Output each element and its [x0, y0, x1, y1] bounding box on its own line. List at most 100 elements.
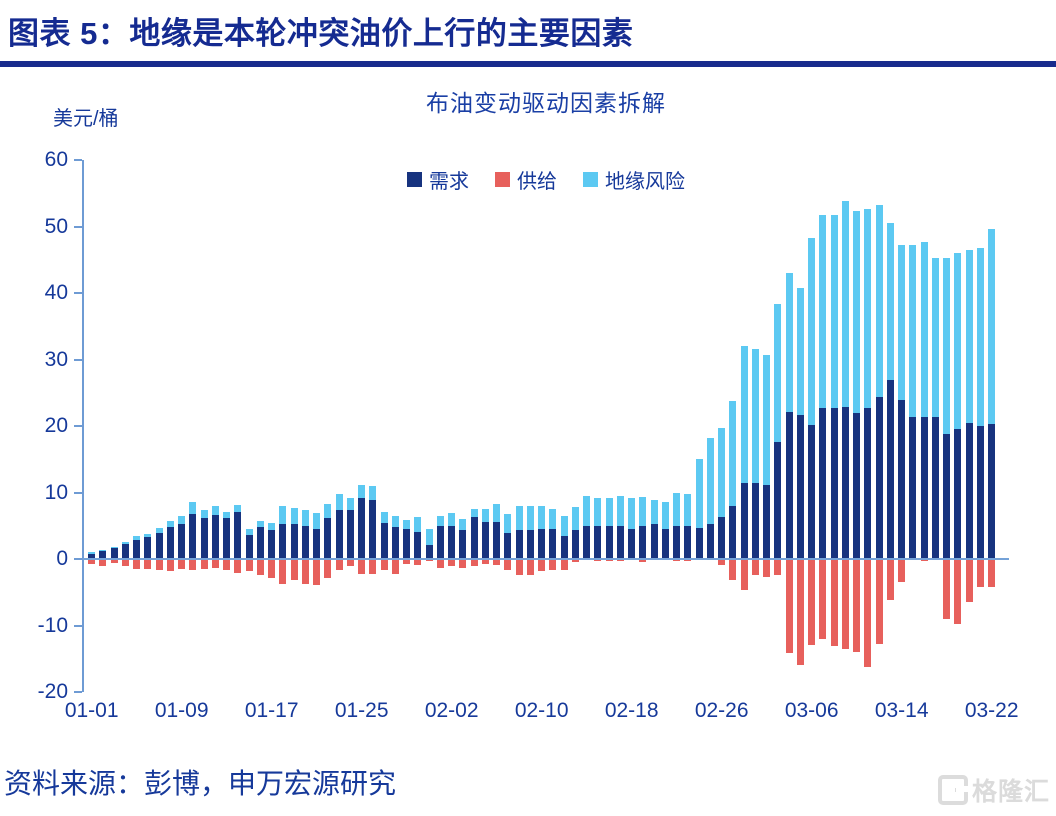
bar-demand	[549, 529, 557, 559]
bar-geo	[796, 287, 804, 416]
chart-legend: 需求 供给 地缘风险	[83, 165, 1009, 194]
bar-supply	[346, 559, 354, 567]
bar-demand	[504, 533, 512, 559]
bar-geo	[650, 499, 658, 524]
bar-geo	[988, 229, 996, 424]
x-tick-label: 02-10	[514, 699, 569, 722]
bar-supply	[166, 559, 174, 571]
bar-supply	[110, 559, 118, 563]
bar-demand	[110, 548, 118, 559]
bar-demand	[99, 551, 107, 559]
bar-supply	[504, 559, 512, 571]
y-tick-label: 50	[44, 214, 68, 238]
legend-label-geo: 地缘风险	[605, 171, 685, 193]
y-axis-tick	[74, 558, 82, 560]
bar-geo	[403, 519, 411, 530]
bar-demand	[369, 499, 377, 559]
bar-geo	[751, 348, 759, 483]
bar-geo	[358, 485, 366, 498]
bar-demand	[380, 523, 388, 559]
bar-demand	[965, 423, 973, 559]
bar-geo	[538, 506, 546, 530]
bar-geo	[425, 529, 433, 546]
bar-geo	[639, 497, 647, 527]
bar-geo	[256, 521, 264, 528]
bar-demand	[841, 407, 849, 559]
bar-demand	[695, 527, 703, 559]
bar-supply	[279, 559, 287, 585]
bar-geo	[853, 210, 861, 414]
bar-demand	[279, 524, 287, 559]
bar-geo	[594, 497, 602, 527]
bar-supply	[301, 559, 309, 585]
bar-geo	[976, 248, 984, 426]
bar-geo	[133, 536, 141, 540]
bar-demand	[313, 529, 321, 559]
bar-geo	[549, 509, 557, 530]
bar-supply	[853, 559, 861, 653]
y-axis-labels: 60 50 40 30 20 10 0 -10 -20	[0, 148, 68, 703]
bar-supply	[515, 559, 523, 575]
bar-geo	[166, 521, 174, 528]
bar-supply	[335, 559, 343, 571]
bar-demand	[290, 524, 298, 559]
bar-geo	[684, 493, 692, 526]
bar-supply	[211, 559, 219, 568]
bar-demand	[178, 523, 186, 559]
bar-geo	[763, 354, 771, 485]
bar-demand	[864, 408, 872, 559]
bar-supply	[369, 559, 377, 574]
y-axis-tick	[74, 425, 82, 427]
bar-demand	[459, 529, 467, 559]
bar-demand	[256, 527, 264, 559]
x-tick-label: 03-22	[964, 699, 1019, 722]
y-axis-tick	[74, 292, 82, 294]
bar-supply	[729, 559, 737, 581]
bar-geo	[88, 552, 96, 554]
legend-label-supply: 供给	[517, 171, 557, 193]
bar-geo	[560, 516, 568, 537]
y-tick-label: 30	[44, 347, 68, 371]
bar-demand	[526, 530, 534, 559]
bar-geo	[808, 238, 816, 425]
bar-demand	[166, 527, 174, 559]
gelonghui-logo-icon	[937, 775, 968, 805]
legend-label-demand: 需求	[429, 171, 469, 193]
bar-geo	[301, 510, 309, 527]
bar-geo	[110, 547, 118, 549]
bar-geo	[718, 427, 726, 518]
bar-demand	[335, 510, 343, 559]
bar-geo	[729, 401, 737, 507]
bar-geo	[414, 517, 422, 533]
bar-geo	[909, 245, 917, 418]
bar-demand	[583, 526, 591, 559]
bar-supply	[639, 559, 647, 562]
bar-supply	[785, 559, 793, 653]
bar-supply	[864, 559, 872, 668]
bar-demand	[391, 527, 399, 559]
bar-supply	[358, 559, 366, 574]
source-note: 资料来源：彭博，申万宏源研究	[4, 768, 397, 799]
bar-demand	[740, 482, 748, 559]
bar-demand	[425, 545, 433, 559]
bar-geo	[515, 506, 523, 531]
bar-demand	[538, 529, 546, 559]
bar-supply	[121, 559, 129, 567]
page-title: 图表 5：地缘是本轮冲突油价上行的主要因素	[8, 16, 634, 51]
bar-supply	[380, 559, 388, 571]
bar-supply	[954, 559, 962, 624]
x-tick-label: 01-09	[154, 699, 209, 722]
bar-geo	[886, 222, 894, 381]
bar-geo	[628, 498, 636, 530]
legend-item-supply: 供给	[495, 165, 557, 194]
bar-demand	[200, 517, 208, 559]
bar-geo	[290, 507, 298, 525]
bar-supply	[898, 559, 906, 583]
bar-demand	[819, 408, 827, 559]
bar-demand	[639, 526, 647, 559]
gelonghui-logo-text: 格隆汇	[971, 778, 1050, 806]
bar-supply	[481, 559, 489, 565]
bar-geo	[931, 257, 939, 418]
bar-geo	[448, 513, 456, 527]
bar-geo	[774, 304, 782, 442]
